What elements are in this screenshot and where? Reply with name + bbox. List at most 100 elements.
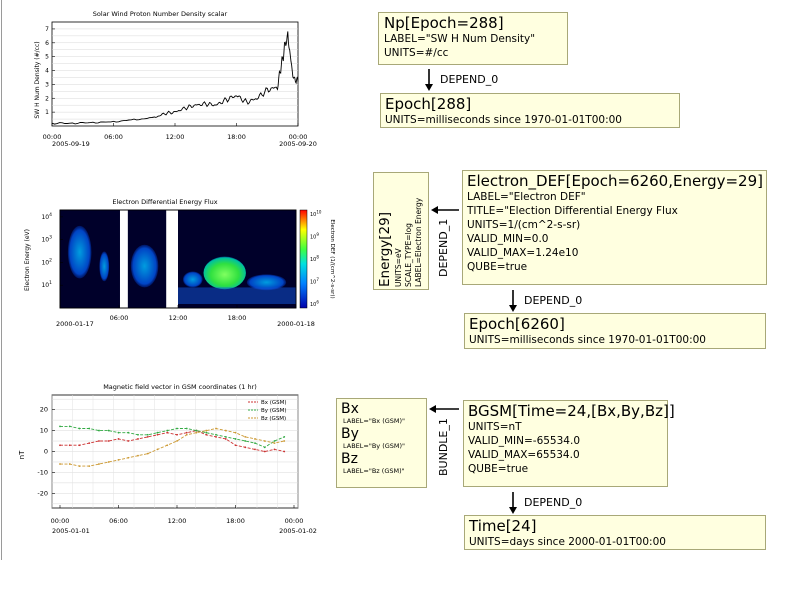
magnetic-point-bz [234, 431, 237, 434]
density-series-line [51, 31, 299, 125]
magnetic-series-bx [60, 430, 285, 452]
magnetic-point-bx [68, 444, 71, 447]
density-plot-frame [51, 21, 299, 127]
spectrogram-flux-feature [67, 225, 92, 279]
bundle1-arrow [429, 405, 459, 413]
spectrogram-ytick-label: 102 [41, 257, 52, 266]
epoch288-units-attr: UNITS=milliseconds since 1970-01-01T00:0… [385, 114, 622, 126]
magnetic-point-bx [176, 433, 178, 436]
magnetic-point-bz [195, 431, 198, 434]
density-x-date-start: 2005-09-19 [52, 140, 90, 148]
magnetic-point-bz [127, 456, 130, 459]
density-xtick-label: 18:00 [227, 133, 246, 141]
time-units-attr: UNITS=days since 2000-01-01T00:00 [469, 536, 666, 548]
magnetic-point-bz [283, 440, 286, 442]
bgsm-title: BGSM[Time=24,[Bx,By,Bz]] [468, 402, 675, 420]
magnetic-point-by [59, 425, 61, 428]
magnetic-ytick-label: 0 [44, 448, 48, 456]
electron-title-attr: TITLE="Election Differential Energy Flux [467, 205, 678, 217]
magnetic-ylabel: nT [18, 450, 26, 459]
magnetic-legend-label: By (GSM) [261, 408, 287, 414]
density-ytick-label: 4 [45, 68, 49, 75]
magnetic-point-bz [146, 452, 149, 455]
magnetic-point-bx [59, 444, 61, 447]
magnetic-point-by [176, 427, 178, 430]
bundle-bx-label: LABEL="Bx (GSM)" [343, 417, 406, 425]
bgsm-valid-min-attr: VALID_MIN=-65534.0 [468, 435, 580, 447]
np-variable-box: Np[Epoch=288] LABEL="SW H Num Density" U… [378, 12, 568, 65]
energy-label-attr: LABEL=Electron Energy [414, 197, 423, 287]
magnetic-point-by [215, 433, 217, 436]
density-ytick-label: 2 [45, 95, 49, 102]
spectrogram-high-flux-region [203, 256, 246, 290]
magnetic-point-bx [244, 446, 247, 449]
electron-def-title: Electron_DEF[Epoch=6260,Energy=29] [467, 172, 763, 190]
magnetic-ytick-label: -20 [37, 489, 48, 497]
magnetic-point-by [244, 440, 247, 442]
epoch288-title: Epoch[288] [385, 95, 472, 113]
density-x-date-end: 2005-09-20 [279, 140, 317, 148]
bundle-bx-name: Bx [341, 401, 359, 417]
bgsm-units-attr: UNITS=nT [468, 421, 522, 433]
magnetic-legend-label: Bz (GSM) [261, 416, 286, 422]
magnetic-point-bx [117, 438, 120, 440]
density-plot-title: Solar Wind Proton Number Density scalar [93, 10, 228, 18]
magnetic-point-bx [156, 433, 159, 436]
magnetic-plot: Magnetic field vector in GSM coordinates… [18, 383, 317, 535]
colorbar-tick-label: 107 [310, 277, 319, 286]
bundle-by-label: LABEL="By (GSM)" [343, 442, 406, 450]
magnetic-point-by [234, 438, 237, 440]
electron-def-variable-box: Electron_DEF[Epoch=6260,Energy=29] LABEL… [462, 170, 767, 285]
magnetic-point-bx [205, 433, 208, 436]
depend1-label: DEPEND_1 [437, 218, 450, 277]
magnetic-ytick-label: -10 [37, 468, 48, 476]
spectrogram-ytick-label: 103 [41, 235, 52, 244]
spectrogram-flux-feature [182, 271, 203, 288]
bgsm-valid-max-attr: VALID_MAX=65534.0 [468, 449, 580, 461]
magnetic-xtick-label: 00:00 [51, 517, 70, 525]
bgsm-depend-arrow [509, 492, 517, 514]
magnetic-point-bz [224, 429, 227, 432]
magnetic-point-by [185, 427, 188, 430]
magnetic-point-by [263, 446, 266, 449]
magnetic-point-bz [166, 444, 169, 447]
magnetic-point-bz [215, 427, 217, 430]
time-title: Time[24] [469, 517, 537, 535]
magnetic-point-by [254, 442, 256, 445]
magnetic-point-bx [78, 444, 81, 447]
spectrogram-plot-title: Electron Differential Energy Flux [112, 198, 217, 206]
magnetic-point-bx [215, 435, 217, 438]
spectrogram-flux-feature [130, 244, 159, 288]
electron-qube-attr: QUBE=true [467, 261, 528, 273]
magnetic-point-by [78, 427, 81, 430]
magnetic-point-bz [263, 440, 266, 442]
density-ytick-label: 1 [45, 109, 49, 116]
density-plot-ylabel: SW H Num Density (#/cc) [34, 41, 41, 118]
density-ytick-label: 6 [45, 40, 49, 47]
magnetic-point-bz [244, 435, 247, 438]
np-label-attr: LABEL="SW H Num Density" [384, 33, 536, 45]
colorbar-tick-label: 108 [310, 255, 319, 264]
magnetic-point-by [224, 435, 227, 438]
magnetic-ytick-label: 10 [40, 427, 48, 435]
epoch6260-variable-box: Epoch[6260] UNITS=milliseconds since 197… [464, 313, 766, 349]
density-ytick-label: 5 [45, 54, 49, 61]
magnetic-point-bz [185, 433, 188, 436]
magnetic-point-bx [185, 431, 188, 434]
magnetic-point-bz [78, 465, 81, 468]
magnetic-point-bz [117, 458, 120, 461]
spectrogram-xtick-label: 18:00 [228, 314, 247, 322]
magnetic-xtick-label: 12:00 [168, 517, 187, 525]
magnetic-xtick-label: 00:00 [285, 517, 304, 525]
np-variable-title: Np[Epoch=288] [384, 14, 504, 32]
left-border-line [1, 0, 2, 560]
electron-depend-label: DEPEND_0 [524, 294, 583, 307]
density-xtick-label: 00:00 [289, 133, 308, 141]
np-units-attr: UNITS=#/cc [384, 47, 449, 59]
epoch6260-title: Epoch[6260] [469, 315, 565, 333]
magnetic-point-bx [166, 431, 169, 434]
electron-depend-arrow [509, 290, 517, 312]
magnetic-point-bx [234, 444, 237, 447]
density-ytick-label: 3 [45, 81, 49, 88]
epoch6260-units-attr: UNITS=milliseconds since 1970-01-01T00:0… [469, 334, 706, 346]
